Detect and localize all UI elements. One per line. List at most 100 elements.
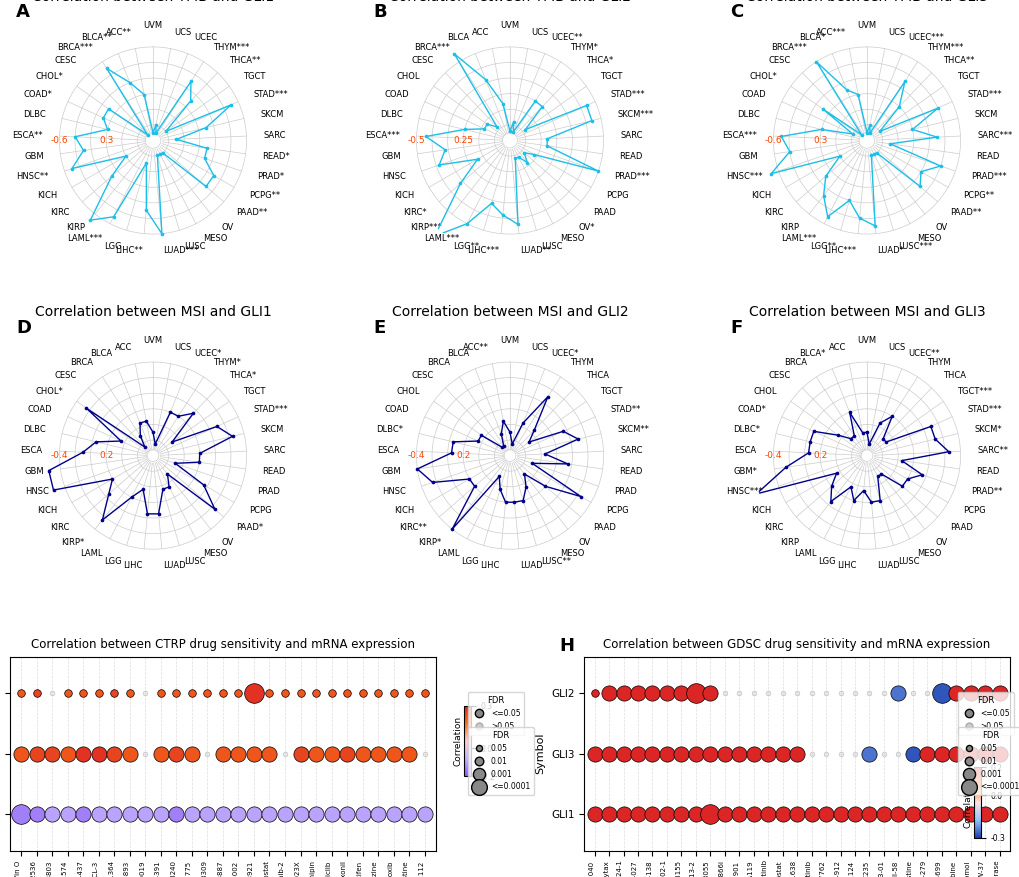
- Text: MESO: MESO: [204, 234, 228, 243]
- Text: PAAD**: PAAD**: [236, 209, 268, 217]
- Title: Correlation between TMB and GLI3: Correlation between TMB and GLI3: [745, 0, 987, 4]
- Title: Correlation between MSI and GLI1: Correlation between MSI and GLI1: [35, 305, 271, 319]
- Text: BRCA***: BRCA***: [414, 43, 449, 52]
- Point: [137, 808, 153, 822]
- Text: ESCA: ESCA: [734, 446, 756, 455]
- Point: [154, 146, 170, 160]
- Point: [292, 808, 309, 822]
- Point: [207, 503, 223, 517]
- Point: [777, 460, 794, 474]
- Point: [890, 746, 906, 760]
- Point: [801, 435, 817, 449]
- Legend: <=0.05, >0.05: <=0.05, >0.05: [957, 692, 1013, 735]
- Text: UCS: UCS: [173, 343, 191, 352]
- Text: HNSC***: HNSC***: [726, 172, 762, 182]
- Point: [168, 132, 184, 146]
- Point: [416, 686, 432, 700]
- Text: MESO: MESO: [917, 549, 942, 559]
- Point: [759, 808, 775, 822]
- Point: [152, 147, 168, 161]
- Point: [731, 808, 747, 822]
- Text: COAD: COAD: [384, 90, 410, 99]
- Point: [443, 446, 460, 460]
- Text: 0.2: 0.2: [99, 451, 113, 460]
- Point: [183, 808, 200, 822]
- Text: COAD: COAD: [28, 405, 53, 414]
- Text: STAD***: STAD***: [609, 90, 644, 99]
- Text: GBM: GBM: [381, 467, 400, 476]
- Point: [416, 808, 432, 822]
- Point: [832, 686, 848, 700]
- Text: READ: READ: [619, 152, 642, 160]
- Text: PAAD: PAAD: [593, 209, 615, 217]
- Text: SARC: SARC: [263, 131, 285, 139]
- Point: [261, 746, 277, 760]
- Point: [614, 746, 631, 760]
- Title: Correlation between GDSC drug sensitivity and mRNA expression: Correlation between GDSC drug sensitivit…: [603, 638, 989, 652]
- Text: C: C: [730, 4, 743, 21]
- Point: [829, 428, 846, 442]
- Point: [803, 686, 819, 700]
- Point: [701, 746, 717, 760]
- Text: LUSC**: LUSC**: [541, 557, 571, 566]
- Point: [418, 130, 434, 144]
- Point: [199, 686, 215, 700]
- Text: ESCA***: ESCA***: [721, 131, 756, 139]
- Text: KIRP: KIRP: [779, 223, 798, 232]
- Text: PCPG**: PCPG**: [962, 191, 993, 200]
- Point: [323, 808, 339, 822]
- Text: THYM***: THYM***: [926, 43, 962, 52]
- Point: [483, 196, 499, 210]
- Point: [842, 431, 858, 446]
- Point: [926, 432, 943, 446]
- Point: [827, 467, 844, 481]
- Text: LIHC: LIHC: [123, 561, 143, 570]
- Point: [716, 686, 733, 700]
- Text: 0.3: 0.3: [99, 136, 113, 145]
- Text: ACC**: ACC**: [463, 343, 489, 352]
- Text: BRCA: BRCA: [784, 358, 806, 367]
- Point: [846, 429, 862, 443]
- Point: [853, 128, 869, 142]
- Text: D: D: [16, 318, 31, 337]
- Point: [644, 686, 660, 700]
- Text: A: A: [16, 4, 30, 21]
- Point: [516, 146, 532, 160]
- Text: PCPG**: PCPG**: [249, 191, 279, 200]
- Y-axis label: Correlation: Correlation: [453, 716, 463, 766]
- Point: [518, 480, 534, 494]
- Point: [338, 746, 355, 760]
- Text: THYM: THYM: [570, 358, 593, 367]
- Point: [932, 746, 949, 760]
- Point: [466, 479, 482, 493]
- Point: [75, 144, 92, 158]
- Text: TGCT: TGCT: [599, 72, 622, 81]
- Point: [899, 472, 915, 486]
- Point: [370, 686, 386, 700]
- Point: [962, 686, 978, 700]
- Text: LUAD**: LUAD**: [520, 246, 551, 255]
- Point: [476, 122, 492, 136]
- Point: [215, 746, 231, 760]
- Point: [922, 419, 938, 433]
- Point: [400, 686, 417, 700]
- Point: [875, 746, 892, 760]
- Point: [75, 746, 92, 760]
- Point: [13, 746, 30, 760]
- Point: [510, 217, 526, 232]
- Text: CESC: CESC: [54, 56, 76, 65]
- Text: 0.2: 0.2: [812, 451, 826, 460]
- Point: [990, 808, 1007, 822]
- Point: [515, 416, 531, 430]
- Point: [323, 746, 339, 760]
- Point: [123, 490, 140, 504]
- Point: [88, 435, 104, 449]
- Point: [948, 746, 964, 760]
- Point: [45, 483, 61, 497]
- Text: GBM: GBM: [738, 152, 757, 160]
- Point: [860, 808, 876, 822]
- Point: [894, 479, 910, 493]
- Text: 0.3: 0.3: [812, 136, 826, 145]
- Point: [197, 152, 213, 166]
- Text: KIRC: KIRC: [50, 209, 69, 217]
